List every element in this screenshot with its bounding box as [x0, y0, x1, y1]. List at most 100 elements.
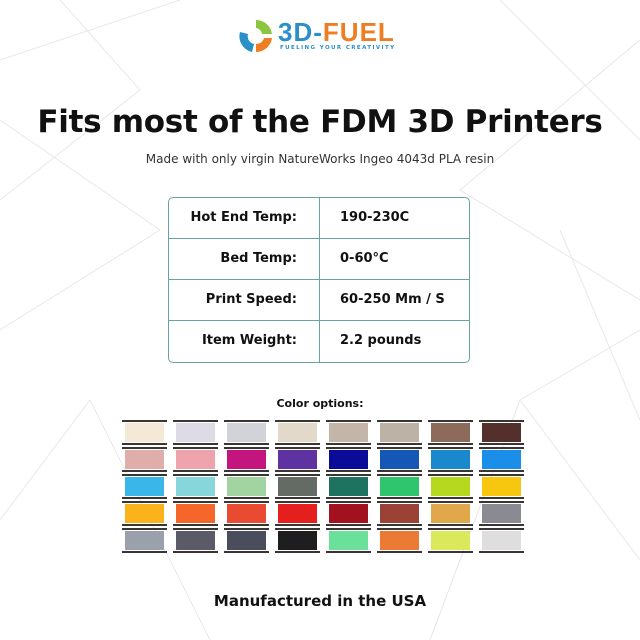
swatch-fill — [227, 450, 266, 469]
color-swatch — [122, 420, 167, 445]
color-swatch — [428, 528, 473, 553]
swatch-fill — [380, 531, 419, 550]
swatch-fill — [227, 423, 266, 442]
color-swatch — [428, 420, 473, 445]
color-swatch — [122, 474, 167, 499]
swatch-fill — [431, 531, 470, 550]
spec-label: Item Weight: — [169, 321, 320, 362]
color-swatch — [326, 501, 371, 526]
swatch-fill — [329, 477, 368, 496]
swatch-fill — [278, 423, 317, 442]
color-swatch — [173, 420, 218, 445]
swatch-fill — [380, 477, 419, 496]
spec-table: Hot End Temp: 190-230C Bed Temp: 0-60°C Pr… — [168, 197, 470, 363]
color-swatch — [173, 474, 218, 499]
swatch-fill — [176, 423, 215, 442]
spec-value: 2.2 pounds — [340, 333, 422, 348]
swatch-fill — [176, 477, 215, 496]
swatch-fill — [227, 504, 266, 523]
color-swatch — [275, 420, 320, 445]
swatch-fill — [227, 477, 266, 496]
swatch-fill — [329, 504, 368, 523]
spec-label: Print Speed: — [169, 280, 320, 320]
color-swatch — [479, 474, 524, 499]
spec-row: Hot End Temp: 190-230C — [169, 198, 469, 239]
color-swatch — [479, 420, 524, 445]
page-title: Fits most of the FDM 3D Printers — [37, 104, 603, 140]
spec-row: Item Weight: 2.2 pounds — [169, 321, 469, 362]
swatch-fill — [125, 450, 164, 469]
swatch-fill — [380, 504, 419, 523]
color-swatch — [275, 501, 320, 526]
swatch-fill — [380, 423, 419, 442]
color-swatch — [377, 528, 422, 553]
color-swatch — [326, 420, 371, 445]
brand-tagline: FUELING YOUR CREATIVITY — [280, 45, 396, 51]
color-swatch — [275, 447, 320, 472]
spec-row: Bed Temp: 0-60°C — [169, 239, 469, 280]
color-swatch — [275, 474, 320, 499]
color-swatch — [224, 501, 269, 526]
swatch-fill — [380, 450, 419, 469]
swatch-fill — [125, 504, 164, 523]
swatch-fill — [125, 423, 164, 442]
spec-value: 190-230C — [340, 210, 410, 225]
swatch-fill — [431, 504, 470, 523]
color-swatch — [173, 528, 218, 553]
brand-name: 3D-FUEL — [278, 17, 395, 47]
color-swatch — [224, 420, 269, 445]
footer-text: Manufactured in the USA — [213, 592, 427, 610]
color-swatch — [377, 447, 422, 472]
swatch-fill — [176, 504, 215, 523]
swatch-fill — [278, 531, 317, 550]
spec-label: Hot End Temp: — [169, 198, 320, 238]
swatch-fill — [278, 477, 317, 496]
spec-label: Bed Temp: — [169, 239, 320, 279]
color-swatch — [326, 447, 371, 472]
swatch-fill — [329, 423, 368, 442]
swatch-fill — [227, 531, 266, 550]
swatch-fill — [482, 504, 521, 523]
color-swatch — [377, 474, 422, 499]
color-swatch — [173, 447, 218, 472]
swatch-fill — [278, 450, 317, 469]
color-swatch — [122, 528, 167, 553]
color-swatch — [428, 501, 473, 526]
color-swatch — [224, 528, 269, 553]
swatch-fill — [431, 450, 470, 469]
spec-value: 0-60°C — [340, 251, 389, 266]
swatch-fill — [431, 477, 470, 496]
color-swatch — [326, 528, 371, 553]
spec-value: 60-250 Mm / S — [340, 292, 445, 307]
swatch-fill — [482, 531, 521, 550]
color-swatch — [479, 528, 524, 553]
swatch-fill — [125, 477, 164, 496]
color-swatch — [377, 501, 422, 526]
color-swatch — [275, 528, 320, 553]
swatch-fill — [482, 423, 521, 442]
color-swatch — [428, 474, 473, 499]
swatch-fill — [278, 504, 317, 523]
subtitle: Made with only virgin NatureWorks Ingeo … — [145, 152, 495, 166]
color-swatch — [479, 501, 524, 526]
swatch-fill — [329, 531, 368, 550]
swatch-fill — [125, 531, 164, 550]
color-swatch — [326, 474, 371, 499]
swatch-fill — [176, 450, 215, 469]
color-swatch — [224, 447, 269, 472]
brand-logo: 3D-FUEL FUELING YOUR CREATIVITY — [236, 14, 406, 58]
color-swatch — [173, 501, 218, 526]
spec-row: Print Speed: 60-250 Mm / S — [169, 280, 469, 321]
color-swatch — [377, 420, 422, 445]
color-swatch — [224, 474, 269, 499]
swatch-fill — [329, 450, 368, 469]
swatch-fill — [431, 423, 470, 442]
color-swatch — [122, 447, 167, 472]
swatch-fill — [482, 477, 521, 496]
color-swatch — [428, 447, 473, 472]
color-options-heading: Color options: — [276, 397, 364, 410]
swatch-fill — [176, 531, 215, 550]
color-swatch — [122, 501, 167, 526]
logo-swirl-icon — [239, 19, 272, 53]
